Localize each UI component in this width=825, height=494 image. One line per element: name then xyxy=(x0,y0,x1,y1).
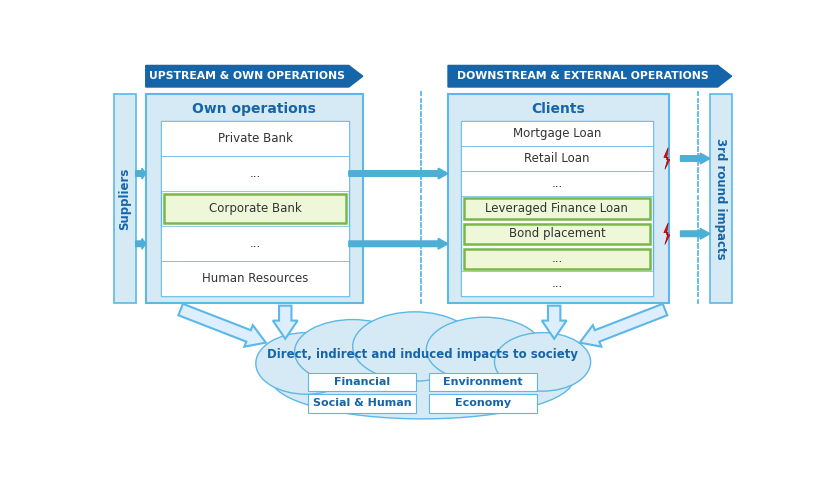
Bar xyxy=(464,223,650,244)
Bar xyxy=(429,394,537,412)
Text: Clients: Clients xyxy=(531,102,585,116)
Ellipse shape xyxy=(295,320,411,384)
Bar xyxy=(161,226,349,261)
Text: ...: ... xyxy=(551,278,563,290)
Ellipse shape xyxy=(494,332,591,391)
Text: Direct, indirect and induced impacts to society: Direct, indirect and induced impacts to … xyxy=(267,348,578,361)
Text: Private Bank: Private Bank xyxy=(218,132,292,145)
Polygon shape xyxy=(135,239,146,249)
Polygon shape xyxy=(135,168,146,179)
Text: ...: ... xyxy=(249,167,261,180)
Polygon shape xyxy=(178,304,266,347)
Bar xyxy=(308,394,417,412)
Bar xyxy=(448,94,669,303)
Bar xyxy=(710,94,732,303)
Text: Financial: Financial xyxy=(334,377,390,387)
Bar xyxy=(461,121,653,296)
Bar xyxy=(161,156,349,191)
Ellipse shape xyxy=(427,317,543,382)
Text: Suppliers: Suppliers xyxy=(118,167,131,230)
Text: Human Resources: Human Resources xyxy=(202,272,309,286)
Polygon shape xyxy=(349,168,448,179)
Text: UPSTREAM & OWN OPERATIONS: UPSTREAM & OWN OPERATIONS xyxy=(149,71,345,81)
Text: Social & Human: Social & Human xyxy=(313,399,412,409)
Text: DOWNSTREAM & EXTERNAL OPERATIONS: DOWNSTREAM & EXTERNAL OPERATIONS xyxy=(457,71,709,81)
Bar xyxy=(146,94,363,303)
Text: Environment: Environment xyxy=(443,377,523,387)
Bar xyxy=(464,248,650,269)
Text: Corporate Bank: Corporate Bank xyxy=(209,202,301,215)
Ellipse shape xyxy=(256,332,356,394)
Bar xyxy=(429,372,537,391)
Polygon shape xyxy=(664,148,670,169)
Bar xyxy=(164,194,346,223)
Polygon shape xyxy=(448,65,732,87)
Text: Retail Loan: Retail Loan xyxy=(524,152,590,165)
Text: Own operations: Own operations xyxy=(192,102,316,116)
Polygon shape xyxy=(542,306,567,339)
Bar xyxy=(461,271,653,296)
Text: Mortgage Loan: Mortgage Loan xyxy=(512,127,601,140)
Bar xyxy=(161,121,349,296)
Bar xyxy=(161,261,349,296)
Polygon shape xyxy=(273,306,298,339)
Ellipse shape xyxy=(271,339,573,419)
Bar xyxy=(461,171,653,196)
Bar xyxy=(464,199,650,219)
Text: Economy: Economy xyxy=(455,399,511,409)
Bar xyxy=(161,121,349,156)
Bar xyxy=(461,146,653,171)
Text: Bond placement: Bond placement xyxy=(508,227,606,240)
Text: ...: ... xyxy=(249,237,261,250)
Bar xyxy=(114,94,135,303)
Bar xyxy=(461,121,653,146)
Polygon shape xyxy=(664,223,670,245)
Polygon shape xyxy=(681,153,710,164)
Ellipse shape xyxy=(352,312,477,381)
Bar xyxy=(308,372,417,391)
Polygon shape xyxy=(580,304,667,347)
Text: ...: ... xyxy=(551,177,563,190)
Text: ...: ... xyxy=(551,252,563,265)
Text: 3rd round impacts: 3rd round impacts xyxy=(714,138,728,259)
Text: Leveraged Finance Loan: Leveraged Finance Loan xyxy=(485,202,629,215)
Polygon shape xyxy=(349,239,448,249)
Polygon shape xyxy=(681,228,710,239)
Polygon shape xyxy=(146,65,363,87)
